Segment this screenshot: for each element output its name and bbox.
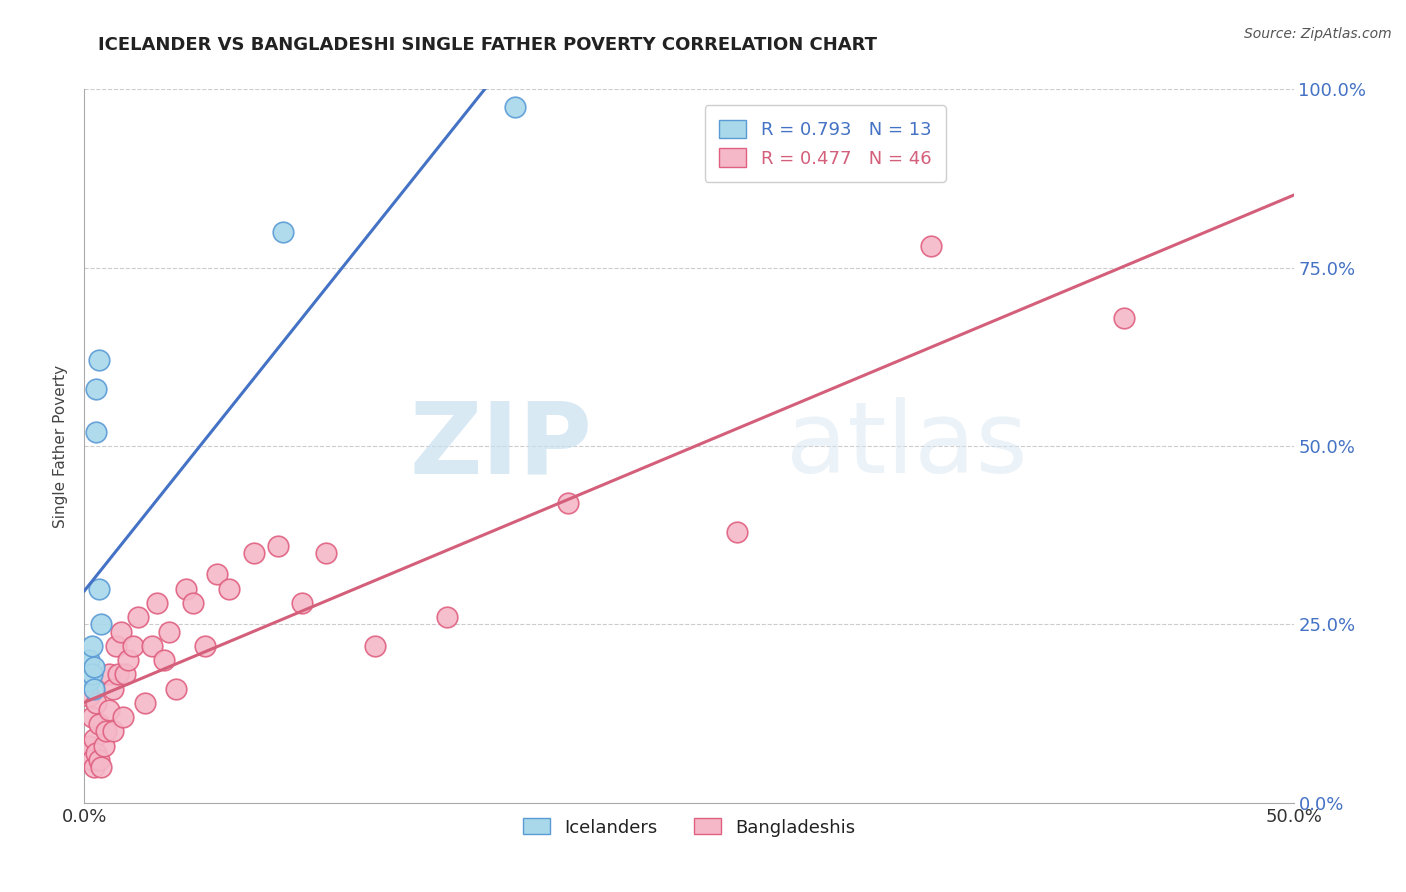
Point [141, 639, 163, 653]
Point [83, 760, 105, 774]
Point [436, 610, 458, 624]
Point [90, 617, 112, 632]
Point [315, 546, 337, 560]
Point [86, 696, 108, 710]
Point [127, 610, 149, 624]
Point [103, 681, 125, 696]
Point [80, 753, 103, 767]
Point [242, 546, 264, 560]
Point [83, 681, 105, 696]
Point [117, 653, 139, 667]
Point [557, 496, 579, 510]
Point [80, 710, 103, 724]
Point [87, 353, 110, 368]
Point [110, 624, 132, 639]
Point [207, 567, 229, 582]
Point [1114, 310, 1136, 325]
Point [363, 639, 385, 653]
Point [134, 696, 156, 710]
Point [194, 639, 217, 653]
Point [165, 681, 187, 696]
Point [103, 724, 125, 739]
Point [86, 425, 108, 439]
Point [114, 667, 136, 681]
Point [86, 746, 108, 760]
Text: ZIP: ZIP [409, 398, 592, 494]
Point [77, 674, 100, 689]
Text: Source: ZipAtlas.com: Source: ZipAtlas.com [1244, 27, 1392, 41]
Point [97, 667, 120, 681]
Point [77, 739, 100, 753]
Point [725, 524, 748, 539]
Point [267, 539, 290, 553]
Point [153, 653, 176, 667]
Point [97, 703, 120, 717]
Point [146, 596, 169, 610]
Text: ICELANDER VS BANGLADESHI SINGLE FATHER POVERTY CORRELATION CHART: ICELANDER VS BANGLADESHI SINGLE FATHER P… [98, 36, 877, 54]
Text: atlas: atlas [786, 398, 1028, 494]
Point [87, 582, 110, 596]
Point [291, 596, 314, 610]
Y-axis label: Single Father Poverty: Single Father Poverty [53, 365, 69, 527]
Point [503, 100, 526, 114]
Point [112, 710, 135, 724]
Point [87, 753, 110, 767]
Point [94, 724, 117, 739]
Point [87, 717, 110, 731]
Point [104, 639, 127, 653]
Point [83, 731, 105, 746]
Point [920, 239, 942, 253]
Point [77, 689, 100, 703]
Point [83, 660, 105, 674]
Point [121, 639, 143, 653]
Point [174, 582, 197, 596]
Point [157, 624, 180, 639]
Point [107, 667, 129, 681]
Point [80, 639, 103, 653]
Point [181, 596, 204, 610]
Point [271, 225, 294, 239]
Point [93, 739, 115, 753]
Point [86, 382, 108, 396]
Point [90, 760, 112, 774]
Point [77, 653, 100, 667]
Legend: Icelanders, Bangladeshis: Icelanders, Bangladeshis [516, 811, 862, 844]
Point [80, 667, 103, 681]
Point [218, 582, 240, 596]
